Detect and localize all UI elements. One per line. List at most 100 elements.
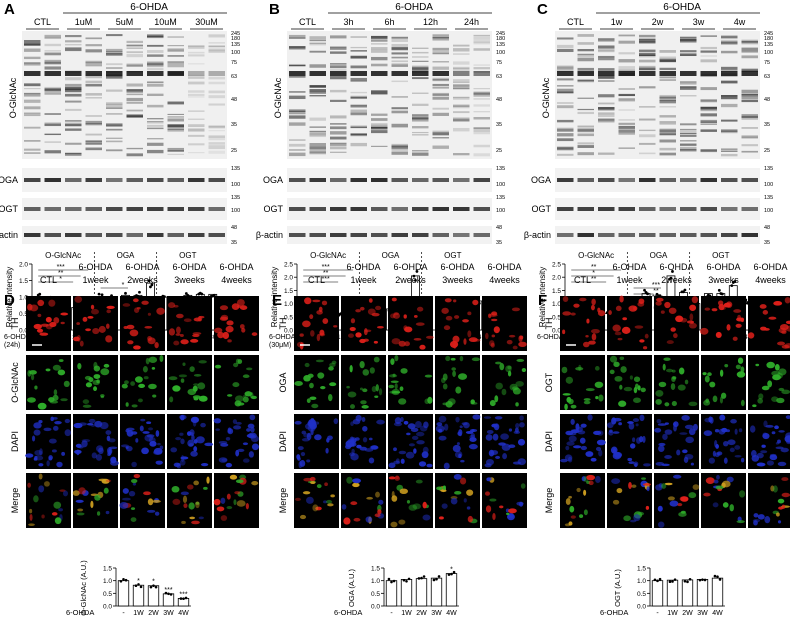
band [741, 69, 758, 72]
band [126, 47, 143, 49]
row-label: O-GlcNAc [10, 362, 20, 403]
band [371, 127, 388, 129]
cell-signal [38, 473, 43, 480]
cell-signal [756, 462, 766, 467]
cell-signal [514, 427, 519, 433]
x-tick-label: - [122, 610, 125, 617]
cell-signal [105, 479, 112, 483]
cell-signal [684, 424, 694, 430]
cell-signal [242, 442, 249, 446]
cell-signal [780, 447, 789, 453]
band [208, 129, 225, 132]
marker-label: 180 [496, 36, 505, 42]
band [700, 35, 717, 37]
band [557, 119, 574, 123]
lane-label: 4w [734, 17, 746, 27]
band [371, 40, 388, 42]
cell-signal [508, 444, 516, 449]
cell-signal [407, 423, 416, 430]
cell-signal [499, 505, 504, 509]
cell-signal [135, 438, 139, 443]
band [167, 55, 184, 57]
cell-signal [373, 356, 380, 363]
data-point [713, 574, 717, 578]
band [85, 75, 102, 79]
band [741, 137, 758, 139]
cell-signal [639, 339, 645, 343]
band [147, 149, 164, 154]
cell-signal [39, 448, 43, 456]
band [598, 107, 615, 110]
y-tick-label: 1.5 [103, 566, 112, 573]
band [85, 37, 102, 40]
band [432, 52, 449, 55]
cell-signal [633, 376, 641, 383]
cell-signal [512, 461, 522, 465]
band [680, 132, 697, 135]
band [721, 233, 738, 237]
cell-signal [368, 457, 375, 464]
band [473, 207, 490, 211]
cell-signal [619, 384, 623, 390]
band [24, 83, 41, 87]
band [208, 135, 225, 139]
band [371, 233, 388, 237]
band [208, 125, 225, 128]
cell-signal [171, 486, 180, 493]
cell-signal [309, 396, 317, 400]
cell-signal [371, 312, 380, 317]
band [700, 99, 717, 103]
y-tick-label: 1.0 [103, 578, 112, 585]
cell-signal [307, 420, 317, 427]
micrograph [748, 473, 790, 528]
band [126, 54, 143, 58]
x-tick-label: 30 [209, 334, 217, 341]
cell-signal [719, 396, 724, 404]
cell-signal [619, 295, 624, 303]
marker-label: 48 [496, 225, 502, 231]
cell-signal [426, 463, 433, 468]
cell-signal [702, 372, 707, 376]
band [412, 127, 429, 129]
band [659, 139, 676, 143]
band [289, 76, 306, 78]
band [741, 207, 758, 211]
y-tick-label: 1.0 [284, 301, 293, 308]
cell-signal [613, 451, 623, 458]
cell-signal [398, 398, 407, 405]
marker-label: 25 [764, 148, 770, 154]
cell-signal [133, 473, 141, 479]
cell-signal [785, 320, 790, 325]
cell-signal [190, 416, 200, 423]
band [350, 233, 367, 237]
cell-signal [752, 404, 757, 408]
band-63 [106, 71, 123, 76]
band [412, 47, 429, 49]
cell-signal [57, 369, 66, 376]
band [639, 142, 656, 145]
column-label: CTL [308, 275, 325, 285]
band [330, 146, 347, 150]
cell-signal [53, 501, 62, 509]
cell-signal [765, 424, 774, 428]
band [309, 146, 326, 150]
cell-signal [506, 513, 515, 521]
x-tick-label: 3W [431, 610, 442, 617]
cell-signal [27, 482, 31, 488]
micrograph [167, 355, 212, 410]
cell-signal [394, 417, 402, 425]
cell-signal [768, 316, 777, 320]
band [618, 129, 635, 133]
row-label: TH [278, 318, 288, 330]
band [167, 113, 184, 115]
cell-signal [193, 446, 198, 452]
band [126, 40, 143, 44]
band [106, 67, 123, 69]
cell-signal [87, 316, 94, 319]
cell-signal [641, 477, 646, 480]
band [289, 149, 306, 151]
band [85, 120, 102, 125]
cell-signal [677, 502, 683, 507]
cell-signal [394, 475, 401, 481]
band [24, 40, 41, 44]
